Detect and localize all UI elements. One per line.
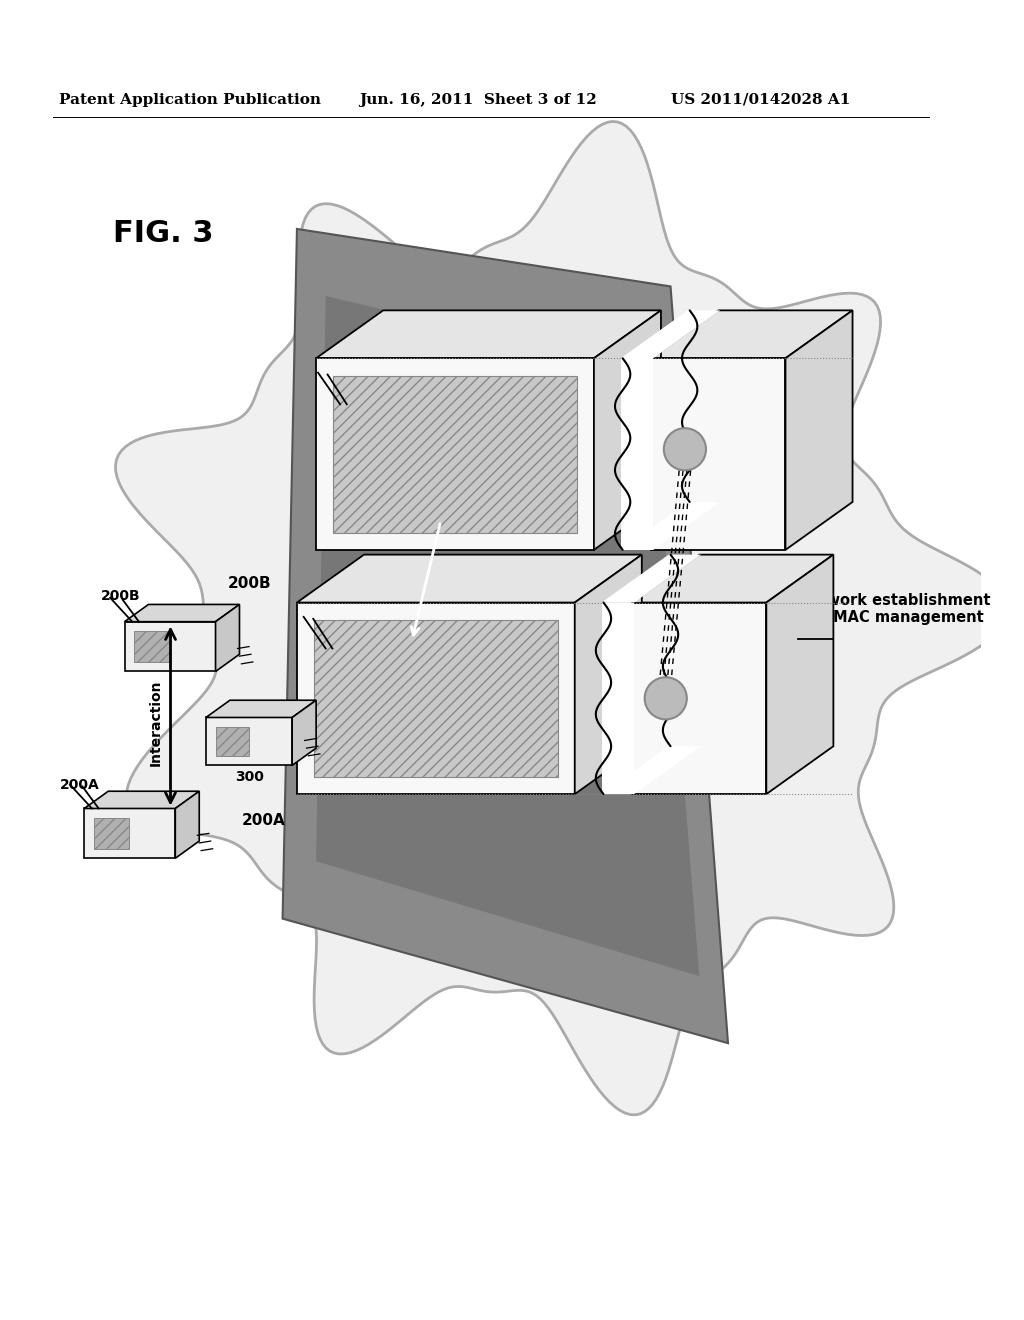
Polygon shape <box>94 818 129 849</box>
Polygon shape <box>632 602 766 795</box>
Polygon shape <box>175 791 200 858</box>
Polygon shape <box>574 554 642 795</box>
Polygon shape <box>314 620 557 777</box>
Text: US 2011/0142028 A1: US 2011/0142028 A1 <box>671 92 850 107</box>
Polygon shape <box>125 622 215 672</box>
Polygon shape <box>785 310 853 550</box>
Polygon shape <box>316 296 699 975</box>
Polygon shape <box>292 700 316 766</box>
Text: Interaction: Interaction <box>150 678 163 766</box>
Text: 200B: 200B <box>100 589 140 602</box>
Polygon shape <box>621 358 653 550</box>
Polygon shape <box>621 502 720 550</box>
Polygon shape <box>316 358 594 550</box>
Polygon shape <box>601 602 634 795</box>
Text: Patent Application Publication: Patent Application Publication <box>59 92 322 107</box>
Polygon shape <box>215 727 249 756</box>
Text: 200A: 200A <box>242 813 285 828</box>
Polygon shape <box>283 228 728 1043</box>
Polygon shape <box>297 602 574 795</box>
Polygon shape <box>316 310 660 358</box>
Text: Jun. 16, 2011  Sheet 3 of 12: Jun. 16, 2011 Sheet 3 of 12 <box>359 92 597 107</box>
Polygon shape <box>651 358 785 550</box>
Polygon shape <box>84 808 175 858</box>
Circle shape <box>645 677 687 719</box>
Polygon shape <box>651 310 853 358</box>
Polygon shape <box>206 700 316 718</box>
Text: 300: 300 <box>234 770 263 784</box>
Text: Interactions by users,
applications, etc.: Interactions by users, applications, etc… <box>380 396 536 502</box>
Text: 200A: 200A <box>60 779 100 792</box>
Polygon shape <box>206 718 292 766</box>
Polygon shape <box>116 121 1007 1115</box>
Polygon shape <box>601 746 701 795</box>
Polygon shape <box>621 310 720 358</box>
Polygon shape <box>601 554 701 602</box>
Text: 200B: 200B <box>228 576 271 591</box>
Polygon shape <box>84 791 200 808</box>
Circle shape <box>664 428 706 470</box>
Polygon shape <box>766 554 834 795</box>
Polygon shape <box>215 605 240 672</box>
Polygon shape <box>632 554 834 602</box>
Text: FIG. 3: FIG. 3 <box>113 219 214 248</box>
Text: Network establishment
and MAC management
304: Network establishment and MAC management… <box>797 593 990 643</box>
Text: Data-type
communication
302: Data-type communication 302 <box>425 686 552 787</box>
Polygon shape <box>334 375 577 532</box>
Polygon shape <box>125 605 240 622</box>
Polygon shape <box>594 310 660 550</box>
Polygon shape <box>297 554 642 602</box>
Polygon shape <box>134 631 170 661</box>
